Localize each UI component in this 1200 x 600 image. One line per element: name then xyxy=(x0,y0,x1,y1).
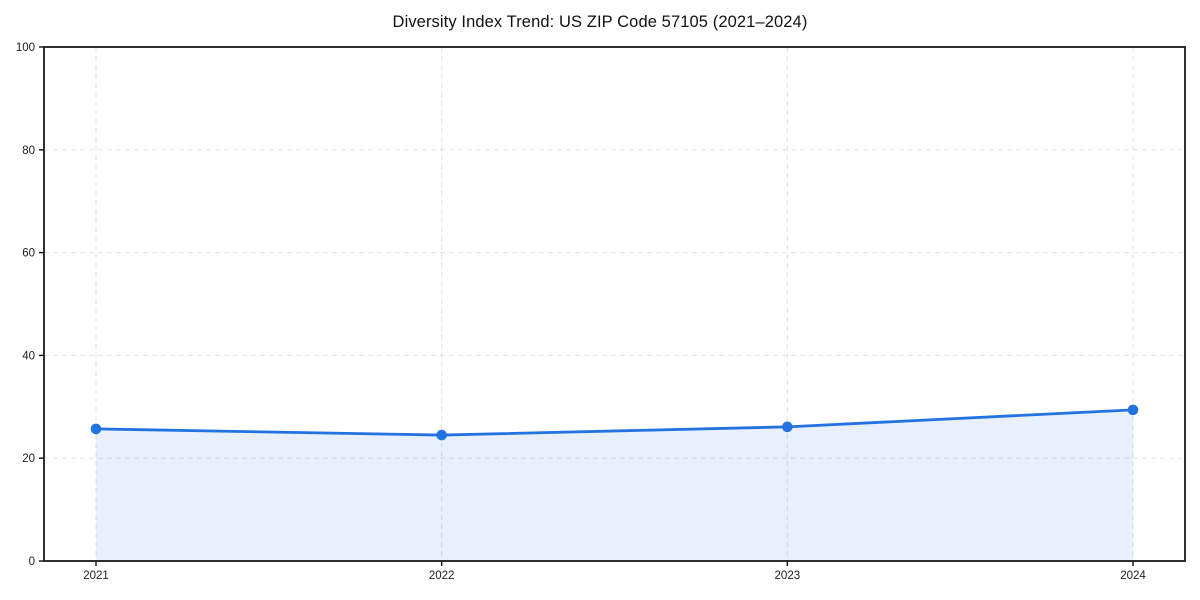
y-tick-label: 100 xyxy=(16,42,35,54)
x-tick-label: 2024 xyxy=(1120,570,1146,582)
x-tick-label: 2021 xyxy=(83,570,109,582)
axes-frame xyxy=(43,46,1186,562)
y-tick-label: 0 xyxy=(29,556,35,568)
y-tick-label: 80 xyxy=(22,145,35,157)
area-fill xyxy=(96,409,1133,561)
y-tick-label: 40 xyxy=(22,350,35,362)
x-tick-label: 2023 xyxy=(775,570,801,582)
data-point-2023 xyxy=(782,421,793,433)
y-tick-label: 20 xyxy=(22,453,35,465)
data-point-2021 xyxy=(90,423,102,435)
trend-line xyxy=(94,408,1135,437)
x-tick-label: 2022 xyxy=(429,570,455,582)
chart-title: Diversity Index Trend: US ZIP Code 57105… xyxy=(392,13,808,31)
y-tick-label: 60 xyxy=(22,248,35,260)
data-point-2022 xyxy=(436,429,447,441)
data-point-2024 xyxy=(1127,404,1139,416)
